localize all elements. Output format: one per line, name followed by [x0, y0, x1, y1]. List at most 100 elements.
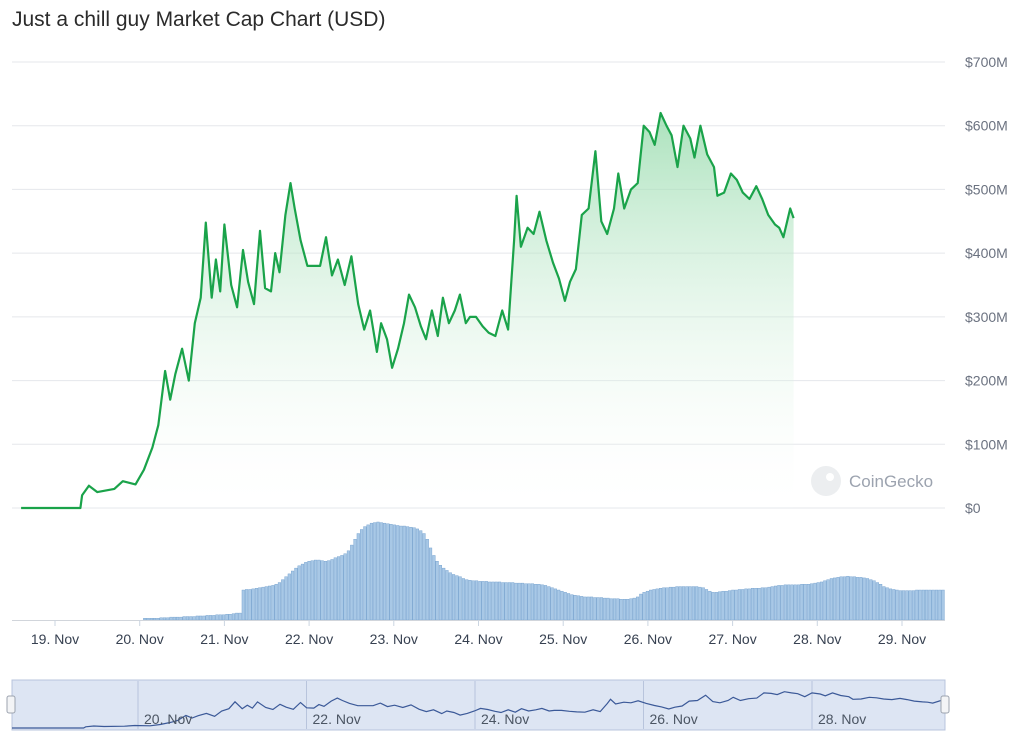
navigator-tick-label: 24. Nov — [481, 711, 529, 727]
volume-bar — [153, 618, 157, 621]
volume-bar — [402, 525, 406, 621]
volume-bar — [816, 582, 820, 621]
volume-bars — [12, 521, 945, 621]
volume-bar — [921, 589, 925, 621]
volume-bar — [915, 589, 919, 621]
volume-bar — [576, 595, 580, 621]
volume-bar — [547, 586, 551, 621]
volume-bar — [885, 587, 889, 621]
volume-bar — [852, 576, 856, 621]
volume-bar — [911, 590, 916, 621]
volume-bar — [612, 598, 617, 621]
volume-bar — [714, 592, 718, 621]
volume-bar — [409, 526, 413, 621]
volume-bar — [501, 582, 505, 621]
volume-bar — [639, 593, 643, 621]
volume-bar — [185, 616, 190, 621]
navigator[interactable]: 20. Nov 22. Nov 24. Nov 26. Nov 28. Nov — [6, 679, 950, 731]
volume-bar — [366, 524, 370, 621]
navigator-range[interactable] — [11, 679, 946, 731]
volume-bar — [350, 544, 354, 621]
volume-bar — [192, 616, 196, 621]
volume-bar — [514, 582, 518, 621]
volume-bar — [271, 585, 275, 621]
volume-bar — [297, 565, 301, 621]
volume-bar — [839, 576, 843, 621]
volume-bar — [484, 581, 488, 621]
volume-bar — [681, 586, 686, 621]
volume-bar — [586, 596, 590, 621]
volume-bar — [754, 588, 758, 621]
y-tick-label: $0 — [965, 500, 981, 516]
volume-bar — [691, 586, 695, 621]
volume-bar — [757, 588, 761, 621]
volume-bar — [908, 590, 912, 621]
volume-bar — [842, 576, 847, 621]
volume-bar — [159, 617, 163, 621]
volume-bar — [790, 584, 794, 621]
volume-bar — [823, 580, 827, 621]
volume-bar — [856, 577, 860, 621]
volume-bar — [593, 597, 597, 621]
volume-bar — [925, 589, 929, 621]
volume-bar — [655, 588, 659, 621]
volume-bar — [162, 617, 167, 621]
volume-bar — [672, 586, 676, 621]
volume-bar — [721, 590, 725, 621]
volume-bar — [511, 582, 515, 621]
volume-bar — [777, 585, 781, 621]
volume-bar — [796, 584, 801, 621]
navigator-right-handle[interactable] — [940, 695, 950, 714]
volume-bar — [787, 584, 791, 621]
volume-bar — [389, 524, 393, 621]
navigator-left-handle[interactable] — [6, 695, 16, 714]
volume-bar — [251, 588, 255, 621]
volume-bar — [875, 582, 879, 621]
volume-bar — [567, 593, 571, 621]
volume-bar — [455, 575, 459, 621]
volume-bar — [849, 576, 853, 621]
volume-bar — [773, 585, 778, 621]
volume-bar — [606, 597, 610, 621]
x-tick-label: 19. Nov — [31, 631, 79, 647]
volume-bar — [662, 587, 666, 621]
navigator-grid — [137, 681, 813, 729]
volume-bar — [231, 613, 236, 621]
volume-bar — [658, 588, 663, 621]
volume-bar — [442, 567, 446, 621]
volume-bar — [813, 582, 817, 621]
volume-bar — [727, 590, 732, 621]
volume-bar — [146, 618, 150, 621]
volume-bar — [498, 581, 502, 621]
volume-bar — [412, 527, 416, 621]
volume-bar — [504, 582, 508, 621]
navigator-tick-label: 22. Nov — [313, 711, 361, 727]
volume-bar — [429, 547, 433, 621]
volume-bar — [182, 616, 186, 621]
volume-bar — [363, 526, 367, 621]
volume-bar — [248, 589, 252, 621]
volume-bar — [938, 589, 942, 621]
volume-bar — [517, 582, 521, 621]
volume-bar — [859, 577, 863, 621]
y-tick-label: $500M — [965, 181, 1008, 197]
x-tick-label: 27. Nov — [708, 631, 756, 647]
y-tick-label: $300M — [965, 309, 1008, 325]
area-layer — [21, 111, 795, 510]
volume-bar — [632, 597, 636, 621]
volume-bar — [300, 563, 304, 621]
volume-bar — [222, 614, 226, 621]
volume-bar — [166, 617, 170, 621]
x-tick-label: 20. Nov — [116, 631, 164, 647]
x-tick-label: 29. Nov — [878, 631, 926, 647]
volume-bar — [323, 561, 327, 621]
volume-bar — [645, 590, 649, 621]
volume-bar — [573, 595, 577, 621]
volume-bar — [438, 565, 442, 621]
volume-bar — [274, 584, 278, 621]
y-tick-label: $400M — [965, 245, 1008, 261]
volume-bar — [392, 524, 396, 621]
volume-bar — [507, 582, 511, 621]
volume-bar — [176, 616, 180, 621]
y-tick-label: $100M — [965, 436, 1008, 452]
